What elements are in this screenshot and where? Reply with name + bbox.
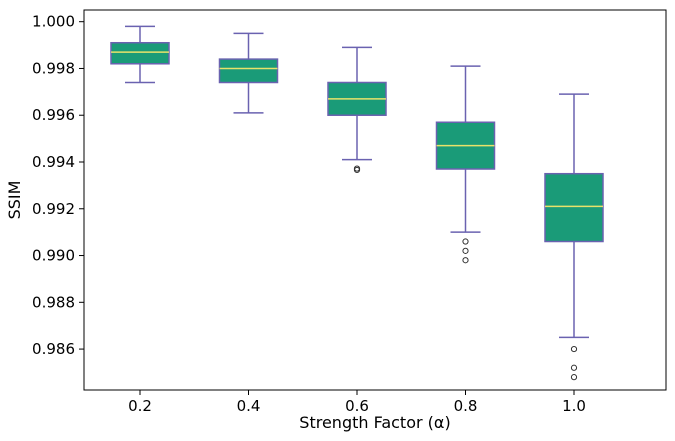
outlier-point <box>570 345 578 353</box>
outlier-point <box>462 257 469 264</box>
y-tick-label: 0.998 <box>32 59 75 77</box>
box-group <box>327 46 387 174</box>
box-body <box>218 58 279 84</box>
outlier-point <box>570 364 578 371</box>
box-body <box>544 172 604 243</box>
x-axis-title: Strength Factor (α) <box>299 413 450 432</box>
box-group <box>544 93 604 381</box>
y-tick-label: 1.000 <box>32 13 75 31</box>
box-group <box>110 25 170 84</box>
outlier-point <box>353 166 361 174</box>
box-group <box>218 32 279 114</box>
box-group <box>435 65 496 264</box>
x-tick-label: 0.6 <box>345 397 369 415</box>
y-tick-label: 0.990 <box>32 247 75 265</box>
y-tick-label: 0.986 <box>32 340 75 358</box>
x-tick-label: 0.2 <box>128 397 152 415</box>
outlier-point <box>570 374 578 381</box>
y-axis-title: SSIM <box>5 181 24 220</box>
x-tick-label: 0.8 <box>454 397 478 415</box>
y-tick-label: 0.996 <box>32 106 75 124</box>
y-tick-label: 0.988 <box>32 293 75 311</box>
plot-frame <box>83 9 667 391</box>
outlier-point <box>462 247 469 254</box>
outlier-point <box>462 238 469 245</box>
box-body <box>110 41 170 65</box>
y-tick-label: 0.994 <box>32 153 75 171</box>
x-tick-label: 0.4 <box>237 397 261 415</box>
x-tick-label: 1.0 <box>562 397 586 415</box>
plot-layer <box>110 25 604 381</box>
axis-layer: 0.986 0.988 0.990 0.992 0.994 0.996 0.998 1.000… <box>32 13 586 415</box>
y-tick-label: 0.992 <box>32 200 75 218</box>
